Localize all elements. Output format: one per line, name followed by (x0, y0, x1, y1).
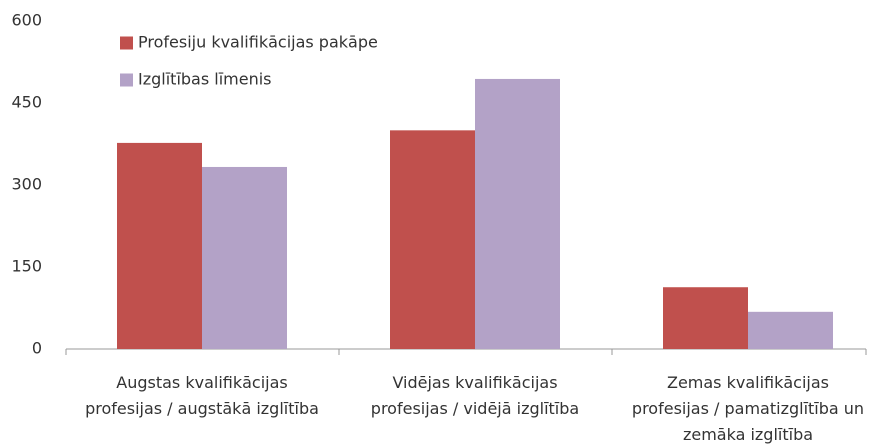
legend-swatch (120, 73, 133, 87)
x-tick-label: Zemas kvalifikācijas profesijas / pamati… (631, 373, 865, 444)
x-tick-label: Augstas kvalifikācijas profesijas / augs… (85, 373, 319, 418)
bar (475, 78, 560, 350)
legend-label: Izglītības līmenis (138, 70, 272, 89)
y-tick-label: 450 (11, 93, 42, 112)
bar (748, 311, 833, 349)
bar (117, 142, 202, 349)
y-tick-label: 300 (11, 175, 42, 194)
bar (390, 130, 475, 349)
bar (663, 287, 748, 349)
bar (202, 166, 287, 349)
legend-swatch (120, 36, 133, 50)
y-tick-label: 0 (32, 339, 42, 358)
y-tick-label: 600 (11, 11, 42, 30)
x-tick-label: Vidējas kvalifikācijas profesijas / vidē… (370, 373, 580, 418)
legend-label: Profesiju kvalifikācijas pakāpe (138, 33, 378, 52)
y-tick-label: 150 (11, 257, 42, 276)
